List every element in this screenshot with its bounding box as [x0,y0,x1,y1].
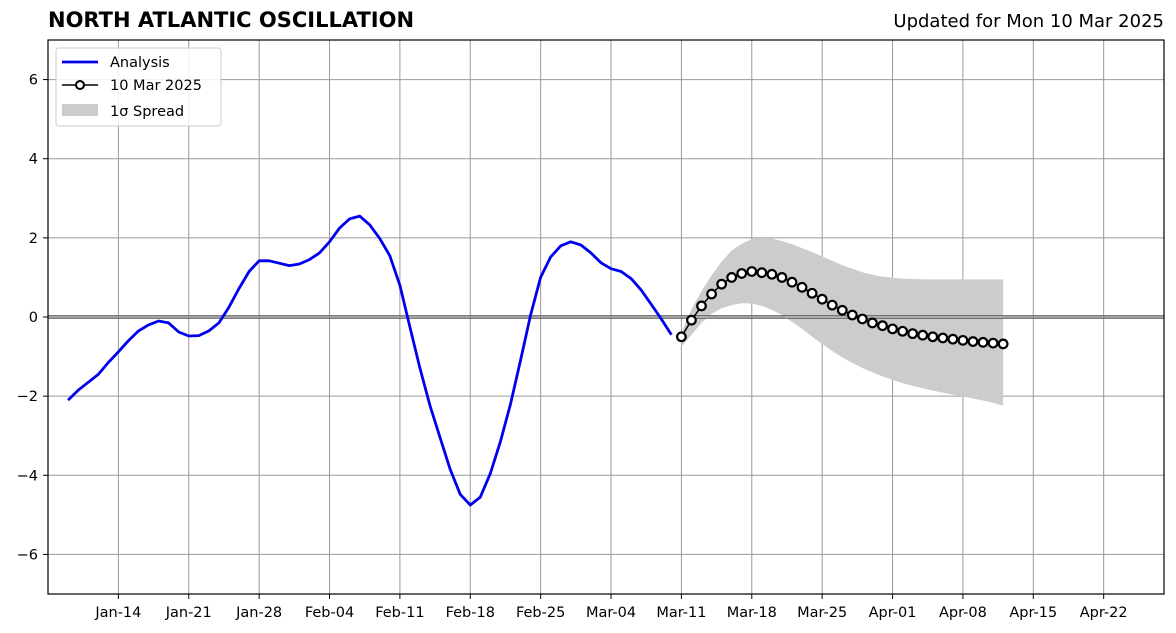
forecast-point [786,276,798,288]
legend-analysis-label: Analysis [110,55,170,71]
forecast-point [917,329,929,341]
forecast-point [947,333,959,345]
forecast-point [816,293,828,305]
forecast-point [867,317,878,329]
legend-forecast-label: 10 Mar 2025 [110,78,202,94]
x-axis-ticks: Jan-14 Jan-21 Jan-28 Feb-04 Feb-11 Feb-18 Feb-… [94,594,1128,621]
forecast-point [716,278,728,290]
spread-band [681,237,1004,406]
x-tick-label: Apr-01 [869,605,917,621]
forecast-point [987,337,999,349]
forecast-point [676,331,687,343]
y-tick-label: −2 [17,389,38,405]
chart-updated-label: Updated for Mon 10 Mar 2025 [893,11,1164,32]
x-tick-label: Mar-25 [797,605,847,621]
x-tick-label: Feb-04 [305,605,354,621]
chart-title: NORTH ATLANTIC OSCILLATION [48,8,415,32]
x-tick-label: Apr-22 [1080,605,1128,621]
forecast-point [686,314,697,326]
forecast-point [856,313,868,325]
zero-line-layer [48,315,1164,319]
series-layer [67,214,1009,507]
forecast-point [756,267,768,279]
x-tick-label: Feb-18 [446,605,495,621]
y-tick-label: −4 [17,468,38,484]
x-tick-label: Jan-14 [94,605,141,621]
forecast-point [776,272,788,283]
y-tick-label: 2 [29,231,38,247]
grid-lines [48,40,1164,594]
forecast-point [726,272,738,283]
x-tick-label: Apr-08 [939,605,987,621]
forecast-point [846,309,858,321]
forecast-point [826,299,838,311]
legend-spread-swatch [62,104,98,116]
forecast-point [736,268,748,279]
y-axis-ticks: −6 −4 −2 0 2 4 6 [17,73,48,563]
spread-band-layer [681,237,1004,406]
forecast-point [927,331,939,343]
y-tick-label: 0 [29,310,38,326]
x-tick-label: Mar-11 [656,605,706,621]
forecast-point [967,336,979,347]
forecast-point [977,336,989,348]
forecast-point [997,338,1009,350]
forecast-point [937,332,949,344]
forecast-point [746,266,758,277]
legend: Analysis 10 Mar 2025 1σ Spread [55,47,222,127]
x-tick-label: Mar-18 [727,605,777,621]
y-tick-label: −6 [17,547,38,563]
forecast-point [696,300,707,312]
x-tick-label: Jan-28 [235,605,282,621]
x-tick-label: Feb-25 [516,605,565,621]
x-tick-label: Jan-21 [165,605,212,621]
x-tick-label: Feb-11 [375,605,424,621]
forecast-point [957,334,969,346]
forecast-point [806,287,818,299]
legend-spread-label: 1σ Spread [110,104,184,120]
forecast-point [796,281,808,293]
forecast-point [877,320,888,332]
x-tick-label: Apr-15 [1009,605,1057,621]
forecast-point [907,328,919,340]
y-tick-label: 6 [29,73,38,89]
forecast-point [706,288,717,300]
legend-forecast-marker [75,80,85,90]
forecast-point [766,268,778,280]
analysis-line [67,214,673,507]
x-tick-label: Mar-04 [586,605,636,621]
forecast-point [887,323,898,335]
forecast-point [836,304,848,316]
forecast-point [897,325,908,337]
y-tick-label: 4 [29,152,38,168]
